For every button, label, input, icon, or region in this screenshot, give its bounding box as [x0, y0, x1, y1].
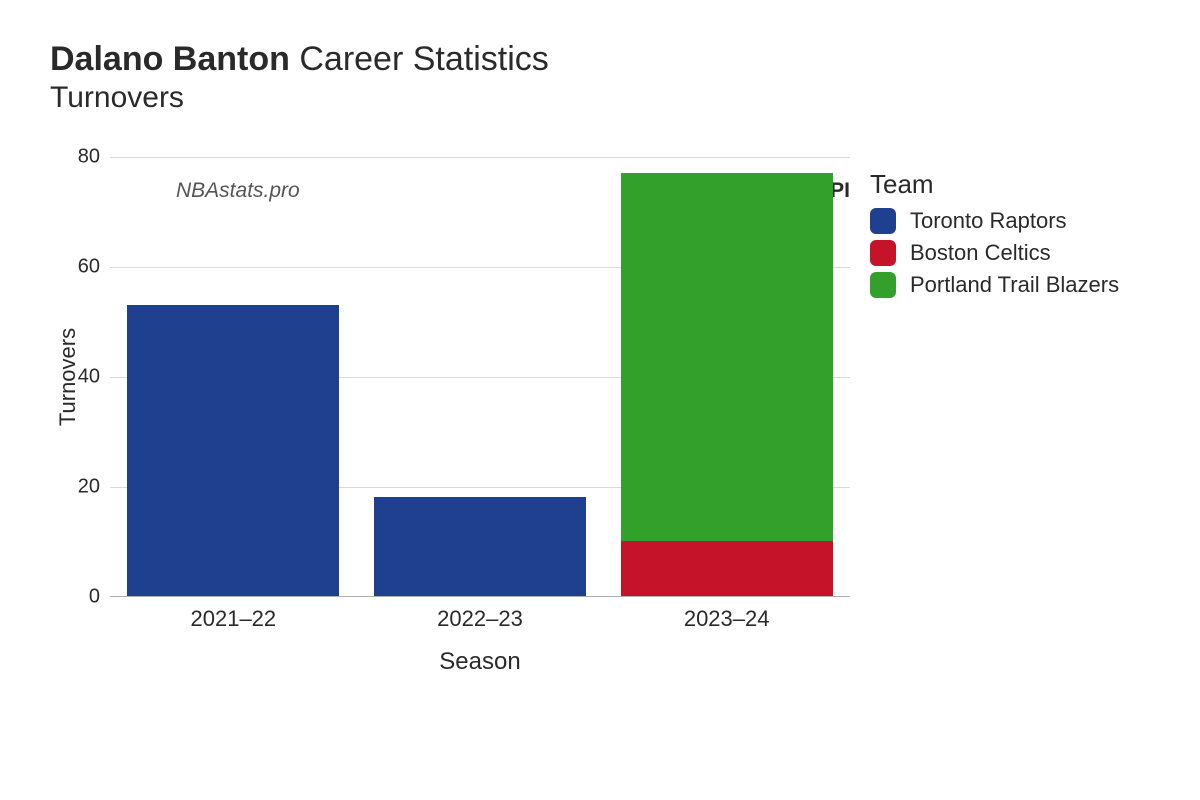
y-tick-label: 40 [60, 366, 110, 389]
watermark: NBAstats.pro [176, 179, 300, 203]
legend-title: Team [870, 169, 1119, 200]
player-name: Dalano Banton [50, 40, 290, 78]
grid-line [110, 157, 850, 158]
bar-segment [374, 497, 586, 596]
legend-label: Portland Trail Blazers [910, 272, 1119, 298]
legend: Team Toronto Raptors Boston Celtics Portla… [870, 169, 1119, 304]
chart-area: NBAstats.pro Source: NBA Data API Turnov… [50, 133, 1150, 693]
legend-swatch [870, 240, 896, 266]
legend-label: Boston Celtics [910, 240, 1051, 266]
y-tick-label: 60 [60, 256, 110, 279]
legend-item: Toronto Raptors [870, 208, 1119, 234]
bar-segment [621, 541, 833, 596]
x-tick-label: 2022–23 [437, 596, 523, 632]
y-tick-label: 20 [60, 476, 110, 499]
y-tick-label: 0 [60, 586, 110, 609]
x-tick-label: 2021–22 [191, 596, 277, 632]
bar-column [127, 305, 339, 597]
bar-column [621, 173, 833, 597]
legend-swatch [870, 208, 896, 234]
chart-title: Dalano Banton Career Statistics [50, 40, 1150, 79]
chart-container: Dalano Banton Career Statistics Turnover… [50, 40, 1150, 693]
bar-column [374, 497, 586, 596]
chart-subtitle: Turnovers [50, 81, 1150, 115]
y-tick-label: 80 [60, 146, 110, 169]
bar-segment [127, 305, 339, 597]
legend-item: Boston Celtics [870, 240, 1119, 266]
x-tick-label: 2023–24 [684, 596, 770, 632]
title-suffix: Career Statistics [290, 40, 549, 78]
title-block: Dalano Banton Career Statistics Turnover… [50, 40, 1150, 115]
legend-label: Toronto Raptors [910, 208, 1067, 234]
plot-area: NBAstats.pro Source: NBA Data API Turnov… [110, 157, 850, 597]
legend-item: Portland Trail Blazers [870, 272, 1119, 298]
legend-swatch [870, 272, 896, 298]
bar-segment [621, 173, 833, 542]
